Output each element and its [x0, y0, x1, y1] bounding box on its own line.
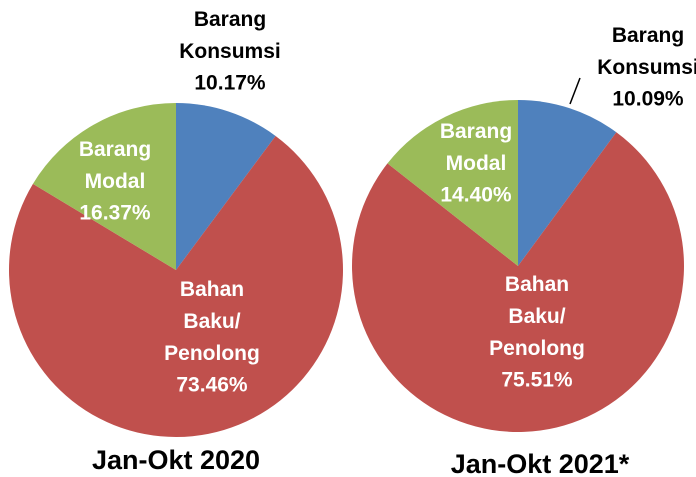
- pie-slice: [352, 132, 684, 432]
- pie-slice: [518, 100, 617, 266]
- pie-slice: [8, 135, 344, 438]
- leader-line: [569, 77, 581, 105]
- category-label: Barang Konsumsi: [179, 8, 281, 63]
- category-label: Barang Modal: [440, 120, 512, 175]
- value-label: 73.46%: [176, 374, 248, 397]
- chart-title: Jan-Okt 2020: [92, 445, 260, 475]
- chart-title: Jan-Okt 2021*: [451, 449, 630, 477]
- value-label: 16.37%: [79, 202, 151, 225]
- value-label: 10.09%: [612, 88, 684, 111]
- category-label: Bahan Baku/Penolong: [489, 273, 585, 360]
- value-label: 14.40%: [440, 184, 512, 207]
- category-label: Barang Konsumsi: [597, 24, 696, 79]
- pie-slice: [387, 100, 518, 266]
- category-label: Bahan Baku/Penolong: [164, 278, 260, 365]
- pie-slice: [176, 103, 276, 270]
- pie-slice: [32, 103, 176, 270]
- category-label: Barang Modal: [79, 138, 151, 193]
- value-label: 10.17%: [194, 72, 266, 95]
- value-label: 75.51%: [501, 369, 573, 392]
